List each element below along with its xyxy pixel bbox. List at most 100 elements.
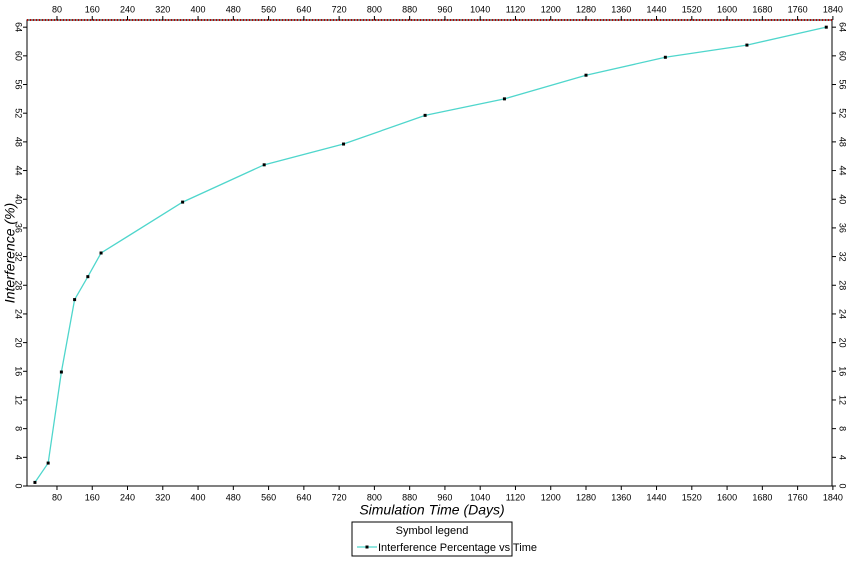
- x-tick-label-top: 1520: [682, 4, 702, 14]
- x-tick-label-top: 960: [437, 4, 452, 14]
- x-tick-label-top: 560: [261, 4, 276, 14]
- y-tick-label-right: 4: [838, 455, 848, 460]
- data-point: [262, 163, 266, 167]
- x-tick-label: 240: [120, 492, 135, 502]
- y-tick-label-right: 20: [838, 338, 848, 348]
- y-tick-label: 32: [14, 252, 24, 262]
- y-tick-label: 12: [14, 395, 24, 405]
- y-tick-label: 40: [14, 194, 24, 204]
- legend-label: Interference Percentage vs Time: [378, 542, 537, 554]
- x-tick-label-top: 800: [367, 4, 382, 14]
- x-tick-label-top: 1200: [541, 4, 561, 14]
- x-tick-label: 1440: [647, 492, 667, 502]
- x-tick-label: 480: [226, 492, 241, 502]
- y-tick-label-right: 32: [838, 252, 848, 262]
- x-tick-label: 1680: [752, 492, 772, 502]
- y-tick-label: 56: [14, 80, 24, 90]
- y-tick-label-right: 52: [838, 108, 848, 118]
- x-tick-label: 1760: [788, 492, 808, 502]
- x-tick-label: 1120: [506, 492, 525, 502]
- y-tick-label-right: 28: [838, 280, 848, 290]
- y-tick-label: 48: [14, 137, 24, 147]
- x-tick-label-top: 400: [191, 4, 206, 14]
- y-tick-label: 36: [14, 223, 24, 233]
- x-tick-label-top: 240: [120, 4, 135, 14]
- y-tick-label-right: 0: [838, 483, 848, 488]
- x-tick-label: 560: [261, 492, 276, 502]
- data-point: [502, 97, 506, 101]
- x-tick-label: 1520: [682, 492, 702, 502]
- x-tick-label-top: 480: [226, 4, 241, 14]
- y-tick-label: 0: [14, 483, 24, 488]
- data-point: [33, 480, 37, 484]
- x-axis-label: Simulation Time (Days): [359, 502, 504, 518]
- x-tick-label: 1040: [470, 492, 490, 502]
- x-tick-label: 800: [367, 492, 382, 502]
- x-tick-label: 1600: [717, 492, 737, 502]
- x-tick-label: 80: [52, 492, 62, 502]
- x-tick-label-top: 80: [52, 4, 62, 14]
- x-tick-label-top: 880: [402, 4, 417, 14]
- y-tick-label-right: 40: [838, 194, 848, 204]
- y-tick-label: 52: [14, 108, 24, 118]
- y-tick-label-right: 12: [838, 395, 848, 405]
- y-tick-label-right: 8: [838, 426, 848, 431]
- x-tick-label: 880: [402, 492, 417, 502]
- x-tick-label: 960: [437, 492, 452, 502]
- y-tick-label-right: 16: [838, 366, 848, 376]
- x-tick-label: 720: [332, 492, 347, 502]
- legend-box: [351, 521, 513, 557]
- legend-marker: [365, 545, 369, 549]
- data-point: [59, 370, 63, 374]
- series-line: [34, 26, 827, 483]
- legend-title: Symbol legend: [396, 525, 469, 537]
- data-point: [745, 43, 749, 47]
- data-point: [46, 461, 50, 465]
- x-tick-label-top: 1120: [506, 4, 525, 14]
- y-tick-label: 8: [14, 426, 24, 431]
- x-tick-label: 160: [85, 492, 100, 502]
- y-tick-label: 28: [14, 280, 24, 290]
- y-tick-label: 64: [14, 22, 24, 32]
- x-tick-label-top: 1760: [788, 4, 808, 14]
- x-tick-label-top: 1840: [823, 4, 843, 14]
- y-tick-label-right: 44: [838, 166, 848, 176]
- data-point: [181, 200, 185, 204]
- data-point: [584, 73, 588, 77]
- y-tick-label: 4: [14, 455, 24, 460]
- data-point: [423, 113, 427, 117]
- x-tick-label-top: 720: [332, 4, 347, 14]
- data-point: [663, 55, 667, 59]
- y-tick-label-right: 36: [838, 223, 848, 233]
- x-tick-label: 320: [155, 492, 170, 502]
- data-point: [73, 298, 77, 302]
- y-tick-label: 44: [14, 166, 24, 176]
- x-tick-label: 1840: [823, 492, 843, 502]
- x-tick-label-top: 160: [85, 4, 100, 14]
- y-tick-label-right: 60: [838, 51, 848, 61]
- data-point: [824, 25, 828, 29]
- y-tick-label-right: 24: [838, 309, 848, 319]
- x-tick-label-top: 320: [155, 4, 170, 14]
- x-tick-label: 1360: [611, 492, 631, 502]
- plot-frame: [26, 19, 833, 487]
- x-tick-label-top: 1440: [647, 4, 667, 14]
- y-tick-label: 20: [14, 338, 24, 348]
- data-point: [86, 275, 90, 279]
- y-axis-label: Interference (%): [2, 203, 18, 303]
- x-tick-label: 640: [296, 492, 311, 502]
- y-tick-label: 16: [14, 366, 24, 376]
- y-tick-label-right: 64: [838, 22, 848, 32]
- y-tick-label: 24: [14, 309, 24, 319]
- x-tick-label-top: 1600: [717, 4, 737, 14]
- x-tick-label-top: 1360: [611, 4, 631, 14]
- data-point: [342, 142, 346, 146]
- x-tick-label-top: 1040: [470, 4, 490, 14]
- x-tick-label: 400: [191, 492, 206, 502]
- y-tick-label-right: 56: [838, 80, 848, 90]
- x-tick-label-top: 640: [296, 4, 311, 14]
- x-tick-label: 1200: [541, 492, 561, 502]
- y-tick-label: 60: [14, 51, 24, 61]
- data-point: [99, 251, 103, 255]
- x-tick-label: 1280: [576, 492, 596, 502]
